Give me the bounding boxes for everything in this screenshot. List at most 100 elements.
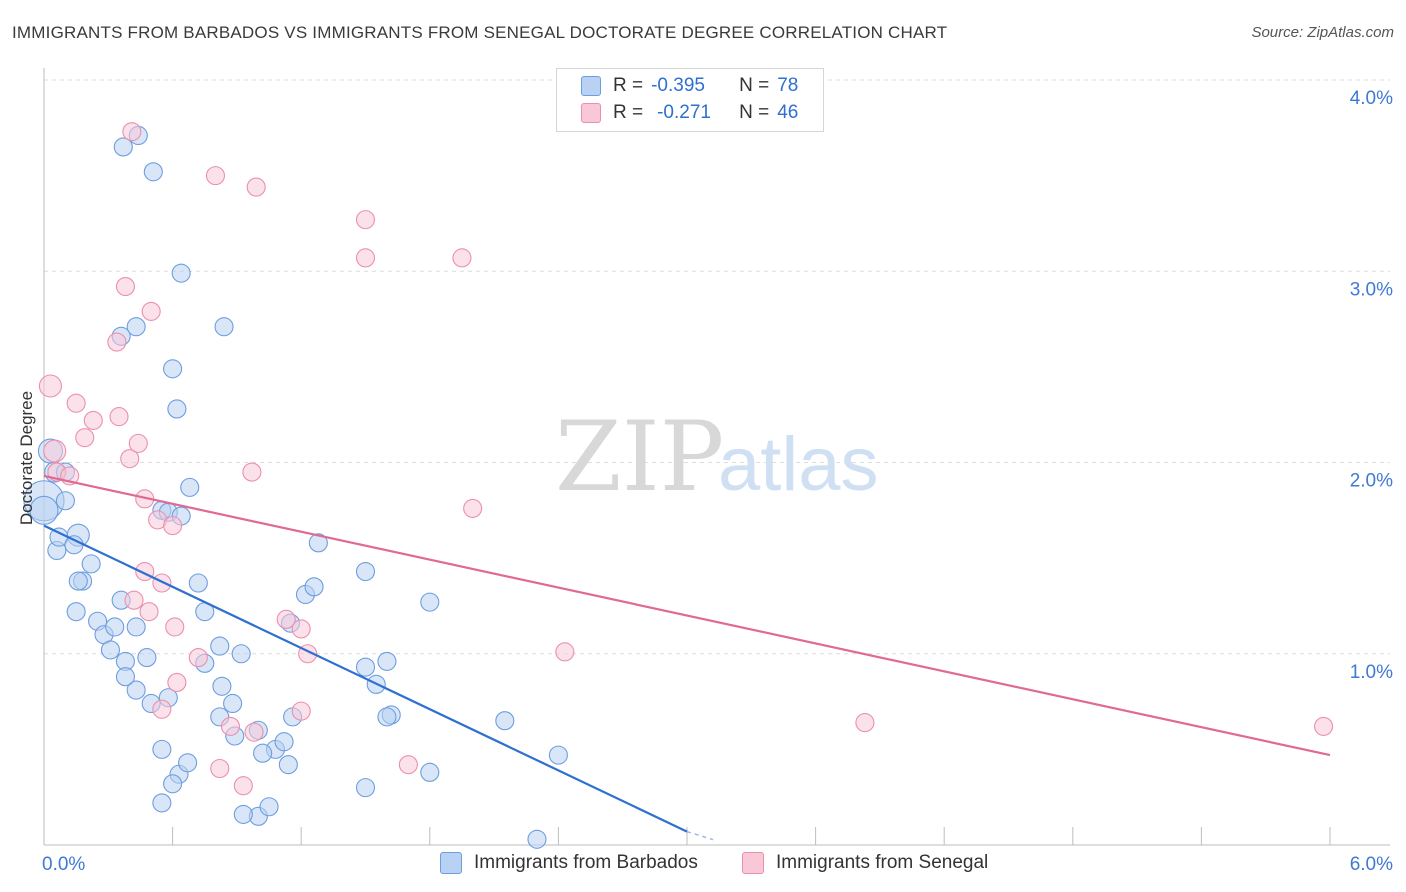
barbados-point — [527, 829, 547, 849]
barbados-point — [68, 571, 88, 591]
senegal-point — [1314, 716, 1334, 736]
senegal-point — [291, 619, 311, 639]
barbados-point — [377, 651, 397, 671]
senegal-point — [244, 722, 264, 742]
legend-swatch-barbados — [440, 852, 462, 874]
senegal-point — [855, 713, 875, 733]
barbados-point — [126, 317, 146, 337]
senegal-point — [205, 166, 226, 186]
r-label: R = — [613, 75, 644, 96]
senegal-point — [43, 439, 67, 463]
barbados-point — [233, 804, 253, 824]
barbados-point — [64, 535, 84, 555]
stats-legend: R = -0.395 N = 78 R = -0.271 N = 46 — [556, 68, 824, 132]
n-label: N = — [739, 102, 770, 123]
barbados-point — [152, 739, 172, 759]
senegal-point — [38, 374, 62, 398]
y-tick-label: 2.0% — [1350, 471, 1393, 492]
chart-source: Source: ZipAtlas.com — [1251, 24, 1394, 41]
barbados-point — [420, 762, 440, 782]
barbados-point — [377, 707, 397, 727]
y-tick-label: 3.0% — [1350, 279, 1393, 300]
barbados-point — [171, 263, 191, 283]
n-value: 46 — [777, 102, 799, 123]
senegal-point — [165, 617, 185, 637]
barbados-point — [163, 774, 183, 794]
barbados-point — [188, 573, 208, 593]
senegal-trend-line — [43, 474, 1331, 757]
barbados-point — [548, 745, 568, 765]
senegal-point — [355, 210, 376, 230]
barbados-point — [274, 732, 294, 752]
barbados-point — [81, 554, 101, 574]
barbados-point — [223, 693, 243, 714]
chart-title: IMMIGRANTS FROM BARBADOS VS IMMIGRANTS F… — [12, 23, 948, 42]
senegal-point — [122, 122, 142, 142]
barbados-point — [126, 617, 146, 637]
senegal-point — [355, 248, 376, 268]
barbados-point — [137, 648, 157, 668]
y-axis-label: Doctorate Degree — [17, 390, 36, 526]
barbados-point — [259, 797, 279, 817]
barbados-point — [167, 399, 187, 419]
senegal-point — [291, 701, 311, 721]
barbados-point — [29, 495, 59, 525]
senegal-point — [107, 332, 127, 352]
barbados-point — [231, 644, 251, 664]
x-tick-label: 6.0% — [1350, 854, 1393, 875]
barbados-trend-extension — [686, 830, 714, 841]
trend-lines — [43, 474, 1331, 841]
barbados-point — [355, 657, 376, 677]
barbados-point — [355, 778, 376, 798]
barbados-point — [495, 711, 515, 731]
barbados-point — [278, 755, 298, 775]
senegal-point — [555, 642, 575, 662]
senegal-point — [152, 573, 172, 593]
barbados-point — [105, 617, 125, 637]
legend-label-barbados: Immigrants from Barbados — [474, 852, 698, 873]
y-tick-label: 1.0% — [1350, 662, 1393, 683]
barbados-point — [180, 477, 200, 497]
senegal-point — [463, 498, 483, 518]
barbados-point — [55, 491, 75, 511]
barbados-point — [253, 743, 273, 763]
legend-item-barbados: Immigrants from Barbados — [440, 852, 698, 874]
y-tick-label: 4.0% — [1350, 88, 1393, 109]
x-tick-label: 0.0% — [42, 854, 85, 875]
r-label: R = — [613, 102, 644, 123]
senegal-point — [233, 776, 253, 796]
senegal-point — [66, 393, 86, 413]
series-legend: Immigrants from Barbados Immigrants from… — [0, 851, 1406, 879]
n-label: N = — [739, 75, 770, 96]
watermark-zip: ZIP — [555, 401, 724, 513]
tick-labels: 1.0% 2.0% 3.0% 4.0% 0.0% 6.0% — [42, 88, 1393, 875]
barbados-point — [420, 592, 440, 612]
senegal-point — [220, 716, 241, 736]
senegal-point — [109, 407, 129, 427]
senegal-point — [75, 428, 95, 448]
barbados-point — [304, 577, 324, 597]
stats-legend-row-senegal: R = -0.271 N = 46 — [581, 100, 798, 126]
senegal-point — [163, 516, 183, 536]
senegal-point — [115, 276, 135, 297]
barbados-point — [163, 359, 183, 379]
senegal-point — [124, 590, 144, 610]
legend-label-senegal: Immigrants from Senegal — [776, 852, 989, 873]
senegal-point — [276, 609, 296, 629]
senegal-point — [398, 755, 418, 775]
barbados-point — [126, 680, 146, 700]
senegal-point — [152, 699, 172, 719]
barbados-point — [210, 636, 230, 656]
senegal-point — [188, 648, 208, 668]
barbados-point — [152, 793, 172, 813]
barbados-point — [66, 602, 86, 622]
senegal-point — [167, 672, 187, 692]
barbados-point — [115, 667, 135, 687]
r-value: -0.395 — [651, 75, 705, 96]
barbados-point — [212, 676, 232, 696]
r-value: -0.271 — [657, 102, 711, 123]
barbados-point — [113, 137, 133, 157]
barbados-point — [100, 640, 120, 660]
